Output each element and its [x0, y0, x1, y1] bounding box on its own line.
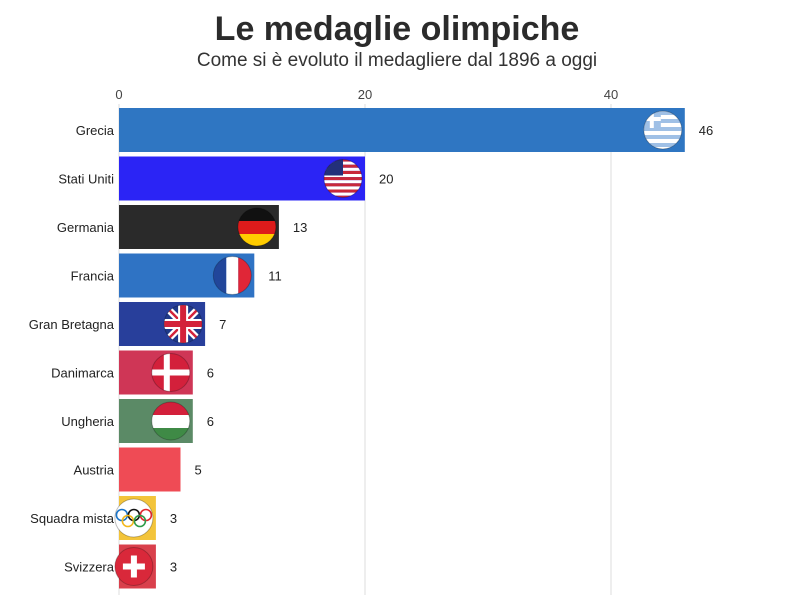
chart-subtitle: Come si è evoluto il medagliere dal 1896…: [196, 50, 598, 71]
bar-group: [119, 156, 365, 201]
flag-germany-icon: [237, 207, 277, 247]
bar-group: [119, 108, 685, 152]
chart-title: Le medaglie olimpiche: [214, 10, 580, 48]
category-label: Stati Uniti: [58, 172, 114, 187]
x-tick-label: 0: [115, 87, 122, 102]
category-label: Svizzera: [64, 560, 115, 575]
bar-group: [119, 447, 181, 492]
category-label: Danimarca: [51, 366, 115, 381]
category-label: Ungheria: [61, 414, 115, 429]
category-label: Gran Bretagna: [29, 317, 115, 332]
bar-group: [119, 399, 193, 443]
category-label: Grecia: [76, 123, 115, 138]
flag-switzerland-icon: [114, 547, 154, 586]
value-label: 6: [207, 414, 214, 429]
value-label: 13: [293, 220, 307, 235]
value-label: 20: [379, 172, 393, 187]
bar: [119, 108, 685, 152]
bar-group: [119, 350, 193, 395]
x-tick-label: 20: [358, 87, 372, 102]
flag-usa-icon: [323, 159, 363, 198]
category-label: Austria: [74, 463, 115, 478]
label-layer: 0 20 40 Grecia 46 Stati Uniti 20 Germania 13 Fran…: [29, 87, 714, 575]
value-label: 3: [170, 560, 177, 575]
value-label: 7: [219, 317, 226, 332]
flag-hungary-icon: [151, 401, 191, 441]
category-label: Francia: [71, 269, 115, 284]
bar-group: [119, 253, 255, 298]
value-label: 46: [699, 123, 713, 138]
bar-group: [119, 302, 206, 346]
bar-group: [119, 205, 279, 249]
flag-denmark-icon: [151, 353, 191, 392]
bar: [119, 447, 181, 492]
value-label: 3: [170, 511, 177, 526]
flag-france-icon: [212, 256, 252, 295]
value-label: 6: [207, 366, 214, 381]
category-label: Germania: [57, 220, 115, 235]
flag-olympic-icon: [114, 498, 154, 538]
x-tick-label: 40: [604, 87, 618, 102]
bar-group: [114, 544, 156, 589]
value-label: 5: [195, 463, 202, 478]
category-label: Squadra mista: [30, 511, 115, 526]
bar-group: [114, 496, 156, 540]
value-label: 11: [268, 269, 282, 284]
flag-uk-icon: [163, 304, 203, 344]
bar-layer: [114, 108, 685, 589]
